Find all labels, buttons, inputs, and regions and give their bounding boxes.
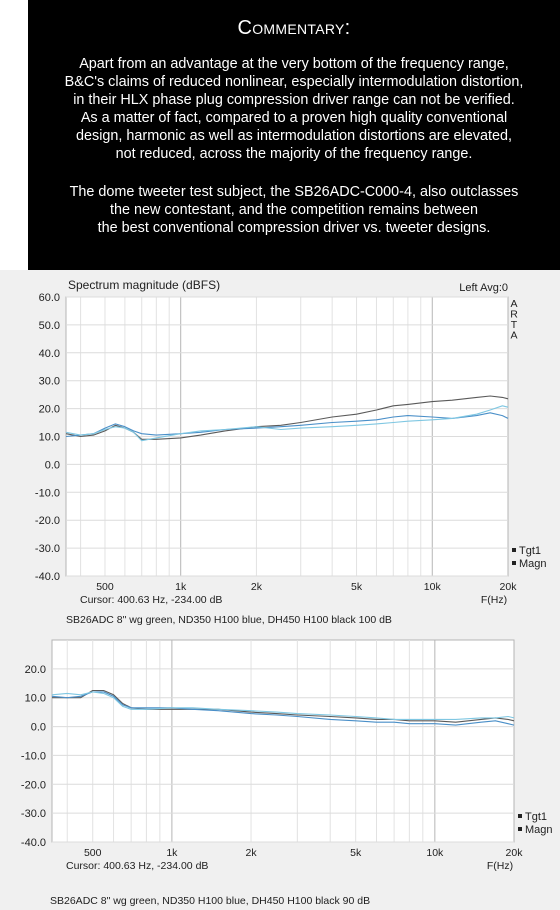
series-line xyxy=(51,691,515,720)
y-tick-label: 10.0 xyxy=(39,432,60,444)
cursor-readout: Cursor: 400.63 Hz, -234.00 dB xyxy=(66,860,208,872)
y-tick-label: 20.0 xyxy=(25,664,46,676)
x-tick-label: 1k xyxy=(166,847,178,859)
x-tick-label: 2k xyxy=(245,847,257,859)
spectrum-chart-90db: 20.0 10.0 0.0 -10.0 -20.0 -30.0 -40.0 500 1k 2k 5k… xyxy=(0,636,560,910)
y-tick-label: -30.0 xyxy=(35,543,60,555)
y-tick-label: -10.0 xyxy=(21,750,46,762)
x-tick-label: 5k xyxy=(351,581,363,593)
spectrum-chart-100db: 60.0 50.0 40.0 30.0 20.0 10.0 0.0 -10.0 -20.0 -30… xyxy=(0,270,560,636)
commentary-line: As a matter of fact, compared to a prove… xyxy=(80,110,508,126)
y-tick-label: 60.0 xyxy=(39,292,60,304)
y-tick-label: -30.0 xyxy=(21,808,46,820)
y-tick-label: 0.0 xyxy=(31,722,46,734)
commentary-line: the new contestant, and the competition … xyxy=(110,202,478,218)
x-tick-label: 1k xyxy=(175,581,187,593)
commentary-title: Commentary: xyxy=(237,17,351,39)
legend-label: Magn xyxy=(525,824,553,836)
commentary-line: Apart from an advantage at the very bott… xyxy=(79,56,509,72)
commentary-paragraph-1: Apart from an advantage at the very bott… xyxy=(28,55,560,163)
commentary-paragraph-2: The dome tweeter test subject, the SB26A… xyxy=(28,183,560,237)
legend-label: Tgt1 xyxy=(525,811,547,823)
legend-marker xyxy=(512,561,516,565)
legend-label: Magn xyxy=(519,558,547,570)
chart-caption: SB26ADC 8" wg green, ND350 H100 blue, DH… xyxy=(66,614,392,626)
commentary-line: not reduced, across the majority of the … xyxy=(115,146,473,162)
y-tick-label: 0.0 xyxy=(45,459,60,471)
x-tick-label: 500 xyxy=(84,847,102,859)
commentary-panel: Commentary: Apart from an advantage at t… xyxy=(28,0,560,270)
legend-marker xyxy=(518,814,522,818)
x-tick-label: 5k xyxy=(350,847,362,859)
x-axis-label: F(Hz) xyxy=(481,594,507,606)
commentary-line: B&C's claims of reduced nonlinear, espec… xyxy=(64,74,524,90)
commentary-line: design, harmonic as well as intermodulat… xyxy=(76,128,512,144)
y-tick-label: -10.0 xyxy=(35,487,60,499)
arta-watermark-letter: R xyxy=(510,309,518,321)
x-tick-label: 10k xyxy=(424,581,442,593)
channel-average-label: Left Avg:0 xyxy=(459,282,508,294)
arta-watermark-letter: A xyxy=(510,330,517,342)
commentary-line: The dome tweeter test subject, the SB26A… xyxy=(69,184,519,200)
y-tick-label: 10.0 xyxy=(25,693,46,705)
y-tick-label: -40.0 xyxy=(35,571,60,583)
x-axis-label: F(Hz) xyxy=(487,860,513,872)
chart-caption: SB26ADC 8" wg green, ND350 H100 blue, DH… xyxy=(50,895,370,907)
series-line xyxy=(65,405,509,442)
series-line xyxy=(65,395,509,440)
series-line xyxy=(52,689,515,723)
series-line xyxy=(51,691,515,726)
y-tick-label: 50.0 xyxy=(39,320,60,332)
x-tick-label: 10k xyxy=(426,847,444,859)
y-tick-label: -20.0 xyxy=(35,515,60,527)
x-tick-label: 20k xyxy=(500,581,518,593)
plot-area xyxy=(51,639,515,843)
legend-marker xyxy=(512,548,516,552)
arta-watermark-letter: A xyxy=(510,298,517,310)
x-tick-label: 500 xyxy=(96,581,114,593)
commentary-line: in their HLX phase plug compression driv… xyxy=(73,92,515,108)
y-tick-label: -20.0 xyxy=(21,779,46,791)
cursor-readout: Cursor: 400.63 Hz, -234.00 dB xyxy=(80,594,222,606)
y-tick-label: 30.0 xyxy=(39,376,60,388)
commentary-line: the best conventional compression driver… xyxy=(97,220,491,236)
y-tick-label: 40.0 xyxy=(39,348,60,360)
chart-title: Spectrum magnitude (dBFS) xyxy=(68,278,220,292)
arta-watermark-letter: T xyxy=(511,319,518,331)
legend-marker xyxy=(518,827,522,831)
x-tick-label: 20k xyxy=(506,847,524,859)
y-tick-label: -40.0 xyxy=(21,837,46,849)
y-tick-label: 20.0 xyxy=(39,404,60,416)
x-tick-label: 2k xyxy=(251,581,263,593)
legend-label: Tgt1 xyxy=(519,545,541,557)
